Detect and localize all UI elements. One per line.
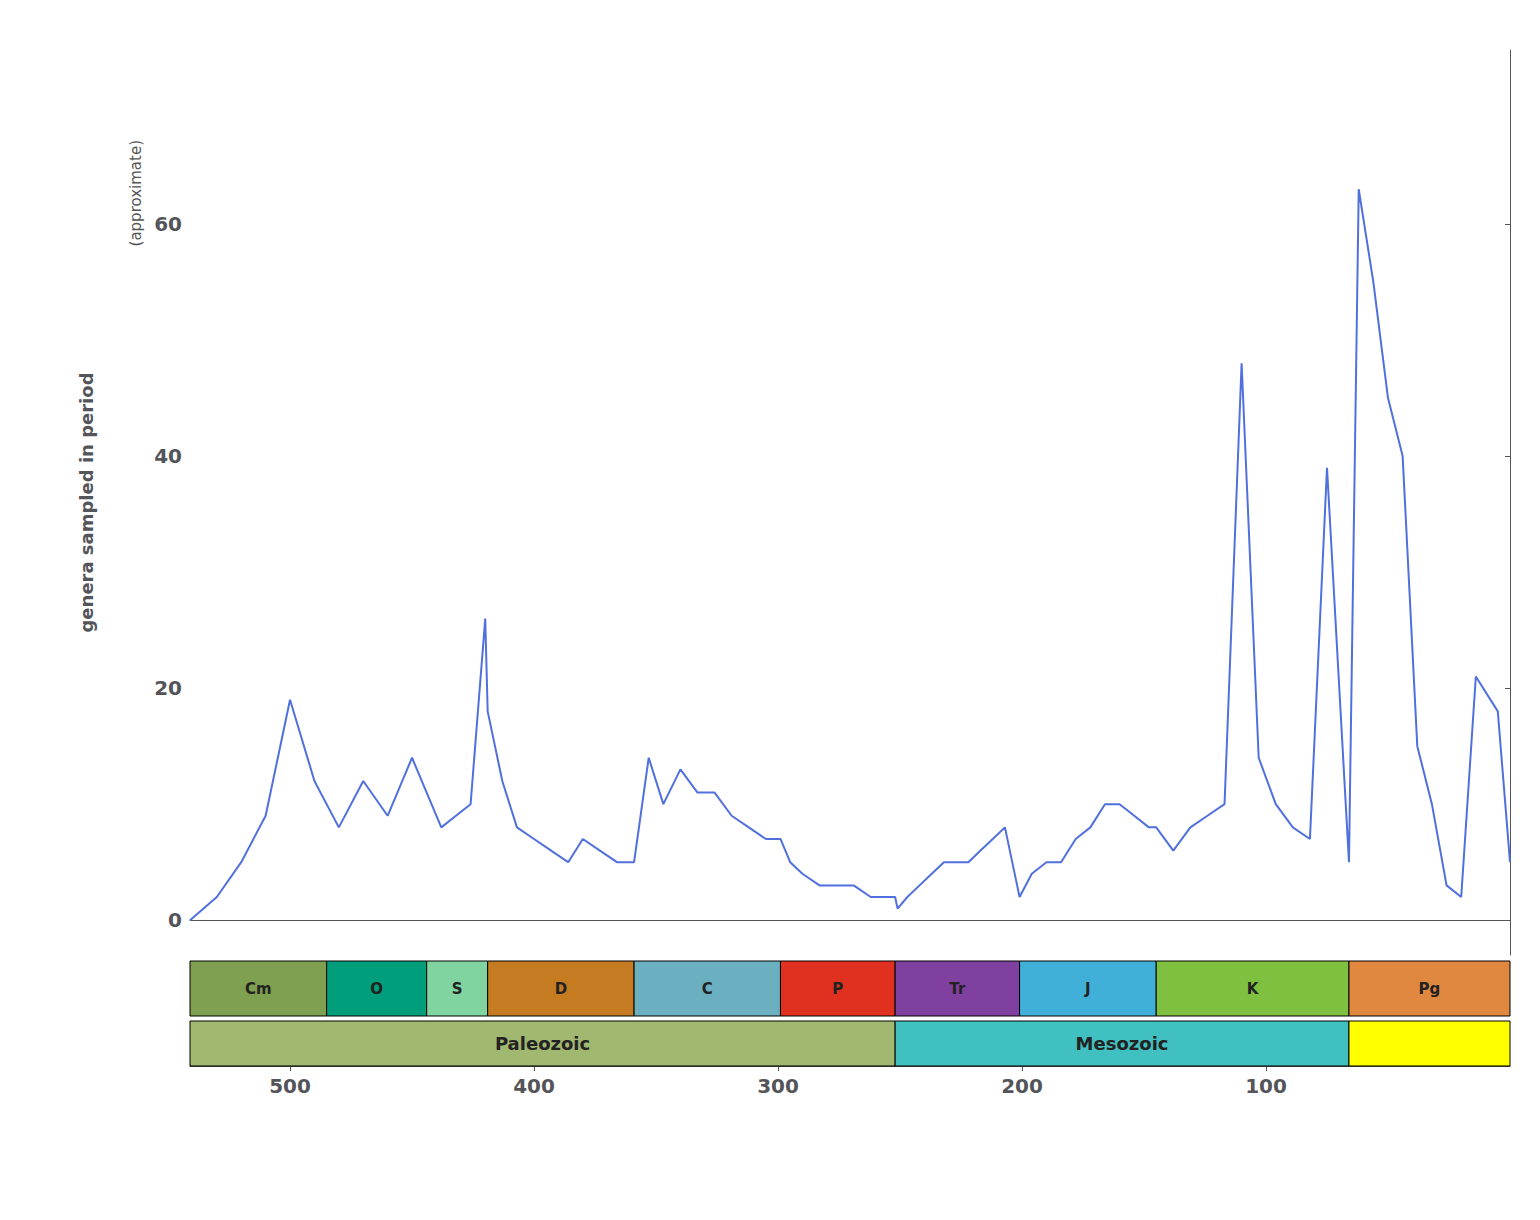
svg-text:Tr: Tr bbox=[949, 980, 966, 998]
svg-text:400: 400 bbox=[513, 1074, 555, 1098]
svg-text:Mesozoic: Mesozoic bbox=[1076, 1033, 1169, 1054]
svg-text:40: 40 bbox=[154, 444, 182, 468]
svg-text:J: J bbox=[1084, 980, 1091, 998]
svg-text:Paleozoic: Paleozoic bbox=[495, 1033, 590, 1054]
svg-text:K: K bbox=[1247, 980, 1260, 998]
svg-text:200: 200 bbox=[1001, 1074, 1043, 1098]
svg-text:Pg: Pg bbox=[1419, 980, 1441, 998]
svg-text:300: 300 bbox=[757, 1074, 799, 1098]
svg-text:500: 500 bbox=[269, 1074, 311, 1098]
svg-text:P: P bbox=[832, 980, 843, 998]
svg-text:S: S bbox=[452, 980, 463, 998]
svg-text:20: 20 bbox=[154, 676, 182, 700]
svg-text:0: 0 bbox=[168, 908, 182, 932]
svg-text:O: O bbox=[370, 980, 383, 998]
svg-text:(approximate): (approximate) bbox=[127, 140, 145, 246]
svg-text:genera sampled in period: genera sampled in period bbox=[76, 372, 97, 632]
svg-text:Cm: Cm bbox=[245, 980, 272, 998]
svg-text:D: D bbox=[555, 980, 567, 998]
svg-text:100: 100 bbox=[1245, 1074, 1287, 1098]
svg-text:C: C bbox=[702, 980, 713, 998]
svg-text:60: 60 bbox=[154, 212, 182, 236]
